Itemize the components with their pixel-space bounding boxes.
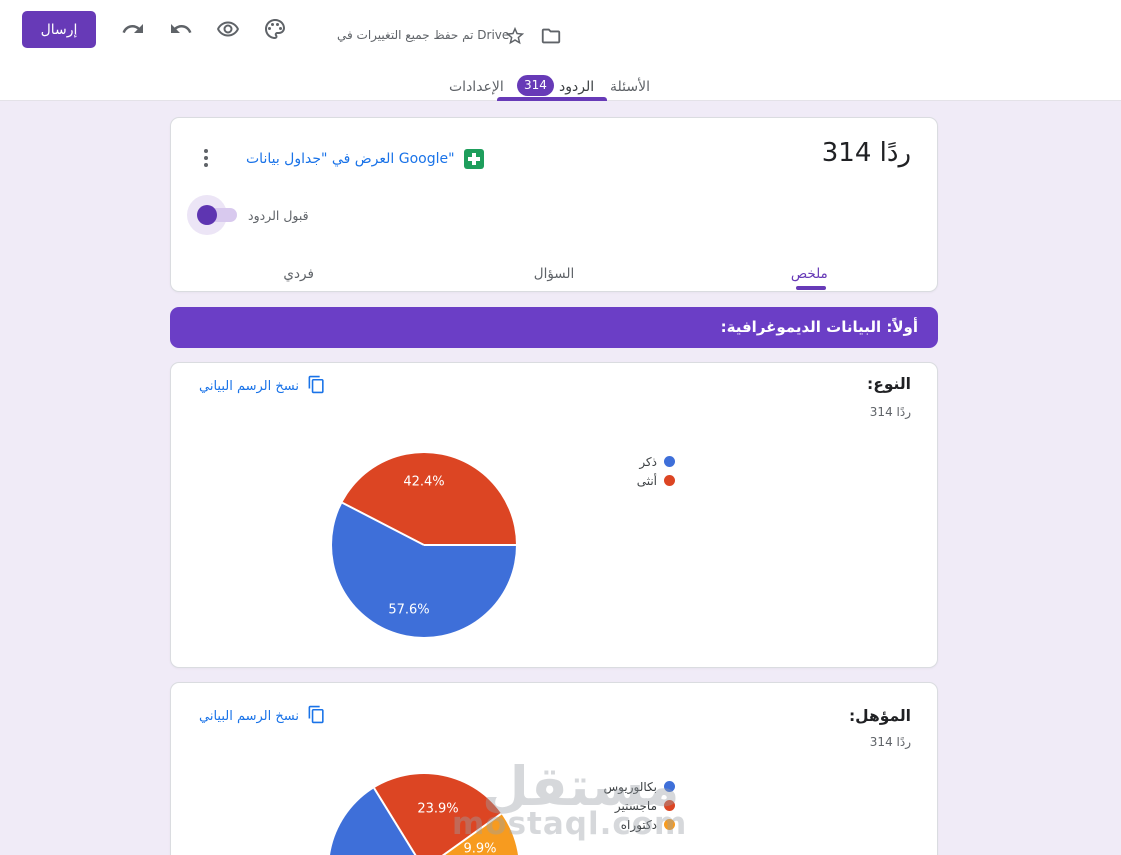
copy-icon [307,375,326,398]
redo-icon [121,17,145,44]
legend-label-doctorate: دكتوراه [620,817,657,832]
gender-chart-card: النوع: 314 ردًا نسخ الرسم البياني 42.4% … [170,362,938,668]
qualification-chart-card: المؤهل: 314 ردًا نسخ الرسم البياني 23.9%… [170,682,938,855]
responses-total-title: 314 ردًا [821,138,911,168]
tab-individual[interactable]: فردي [171,256,426,292]
star-icon [504,25,526,50]
legend-dot-orange [664,819,675,830]
legend-item-doctorate: دكتوراه [604,817,675,832]
copy-icon [307,705,326,728]
redo-button[interactable] [119,16,147,44]
preview-button[interactable] [214,16,242,44]
copy-chart-label: نسخ الرسم البياني [199,709,299,724]
legend-item-male: ذكر [637,454,675,469]
toggle-knob [197,205,217,225]
palette-icon [263,17,287,44]
view-in-sheets-label: العرض في "جداول بيانات Google" [246,151,455,167]
eye-icon [216,17,240,44]
legend-item-female: أنثى [636,473,675,488]
active-tab-underline [497,97,607,101]
legend-label-male: ذكر [639,454,657,469]
legend-dot-blue [664,456,675,467]
legend-dot-red [664,800,675,811]
slice-label-masters: 23.9% [417,801,459,817]
folder-icon [540,25,562,50]
chart-title-gender: النوع: [867,375,911,393]
copy-chart-button[interactable]: نسخ الرسم البياني [199,375,326,398]
legend-label-bachelors: بكالوريوس [603,779,657,794]
accepting-responses-label: قبول الردود [248,208,309,223]
slice-label-doctorate: 9.9% [463,841,497,855]
send-button[interactable]: إرسال [22,11,96,48]
legend-label-female: أنثى [636,473,657,488]
tab-responses[interactable]: الردود [559,79,595,95]
legend-item-bachelors: بكالوريوس [603,779,675,794]
google-sheets-icon [463,149,484,169]
qualification-chart-zone: 23.9% 9.9% بكالوريوس ماجستير دكتوراه [171,756,937,855]
summary-view-tabs: فردي السؤال ملخص [171,256,937,292]
responses-summary-card: 314 ردًا العرض في "جداول بيانات Google" … [170,117,938,292]
star-button[interactable] [501,23,529,51]
gender-chart-zone: 42.4% 57.6% ذكر أنثى [171,431,937,669]
autosave-status: تم حفظ جميع التغييرات في Drive [337,28,510,42]
tab-questions[interactable]: الأسئلة [610,79,650,95]
legend-dot-blue [664,781,675,792]
tab-question[interactable]: السؤال [426,256,681,292]
accepting-responses-toggle[interactable] [187,195,251,235]
summary-tab-underline [796,286,826,290]
kebab-menu-icon [204,149,208,167]
slice-label-female: 42.4% [403,474,445,490]
slice-label-male: 57.6% [388,602,430,618]
copy-chart-button[interactable]: نسخ الرسم البياني [199,705,326,728]
legend-label-masters: ماجستير [614,798,657,813]
undo-button[interactable] [167,16,195,44]
responses-count-badge: 314 [517,75,554,96]
gender-legend: ذكر أنثى [636,454,675,488]
move-to-folder-button[interactable] [537,23,565,51]
customize-theme-button[interactable] [261,16,289,44]
chart-response-count: 314 ردًا [869,735,911,749]
app-header: إرسال تم حفظ جميع التغييرات في Drive الإ… [0,0,1121,101]
tab-settings[interactable]: الإعدادات [449,79,504,95]
more-options-button[interactable] [198,149,214,173]
gender-pie-chart [332,453,516,637]
undo-icon [169,17,193,44]
legend-dot-red [664,475,675,486]
legend-item-masters: ماجستير [604,798,675,813]
tab-summary[interactable]: ملخص [682,256,937,292]
qualification-legend: بكالوريوس ماجستير دكتوراه [603,779,675,832]
chart-title-qualification: المؤهل: [848,707,911,725]
section-banner: أولاً: البيانات الديموغرافية: [170,307,938,348]
copy-chart-label: نسخ الرسم البياني [199,379,299,394]
view-in-sheets-link[interactable]: العرض في "جداول بيانات Google" [246,149,484,169]
chart-response-count: 314 ردًا [869,405,911,419]
